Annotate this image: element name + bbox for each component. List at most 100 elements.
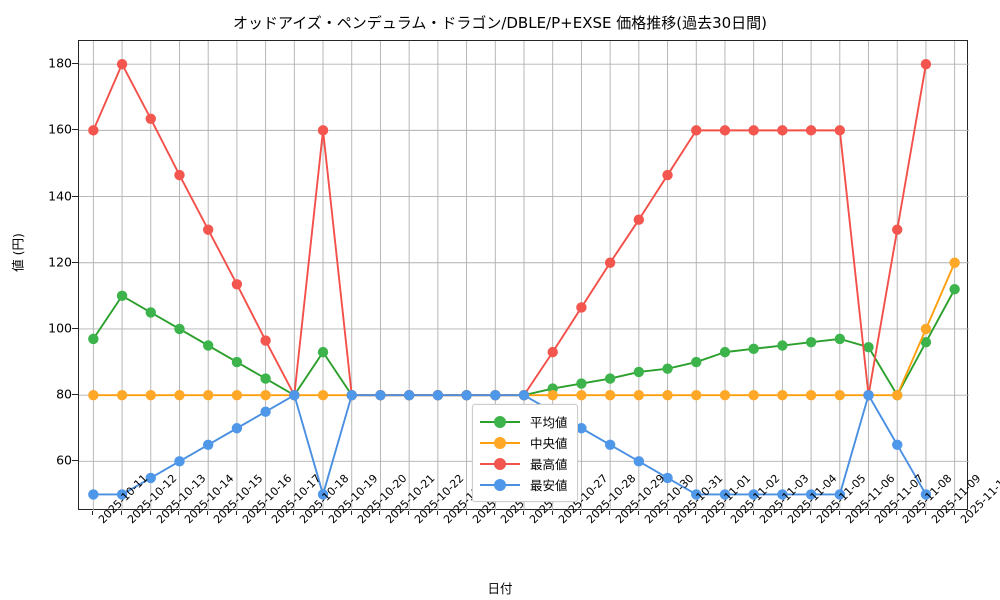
data-point[interactable] <box>834 333 846 345</box>
data-point[interactable] <box>145 389 156 401</box>
data-point[interactable] <box>202 340 214 351</box>
data-point[interactable] <box>576 302 587 313</box>
data-point[interactable] <box>174 456 185 467</box>
legend-item-1[interactable]: 中央値 <box>480 432 568 453</box>
data-point[interactable] <box>116 489 128 500</box>
data-point[interactable] <box>892 224 903 235</box>
data-point[interactable] <box>691 356 702 368</box>
data-point[interactable] <box>805 489 817 500</box>
data-point[interactable] <box>604 257 616 268</box>
data-point[interactable] <box>317 489 329 500</box>
data-point[interactable] <box>719 389 731 401</box>
data-point[interactable] <box>260 373 271 384</box>
data-point[interactable] <box>662 389 673 401</box>
data-point[interactable] <box>748 343 759 355</box>
data-point[interactable] <box>920 58 932 70</box>
data-point[interactable] <box>777 489 788 500</box>
data-point[interactable] <box>432 389 444 401</box>
data-point[interactable] <box>88 389 99 401</box>
y-axis-tick: 160 <box>48 121 72 137</box>
data-point[interactable] <box>88 125 99 136</box>
data-point[interactable] <box>202 389 214 401</box>
data-point[interactable] <box>231 423 243 434</box>
data-point[interactable] <box>231 279 243 290</box>
data-point[interactable] <box>260 406 271 417</box>
data-point[interactable] <box>777 340 788 351</box>
data-point[interactable] <box>719 125 731 136</box>
data-point[interactable] <box>691 389 702 401</box>
data-point[interactable] <box>202 224 214 235</box>
legend-item-2[interactable]: 最高値 <box>480 453 568 474</box>
data-point[interactable] <box>576 423 587 434</box>
data-point[interactable] <box>719 489 731 500</box>
data-point[interactable] <box>231 389 243 401</box>
data-point[interactable] <box>633 389 645 401</box>
data-point[interactable] <box>805 389 817 401</box>
data-point[interactable] <box>633 366 645 378</box>
data-point[interactable] <box>576 389 587 401</box>
data-point[interactable] <box>547 346 558 358</box>
x-axis-tick-mark <box>867 511 869 515</box>
data-point[interactable] <box>691 489 702 500</box>
data-point[interactable] <box>145 307 156 318</box>
data-point[interactable] <box>834 389 846 401</box>
data-point[interactable] <box>748 389 759 401</box>
data-point[interactable] <box>604 389 616 401</box>
data-point[interactable] <box>863 389 874 401</box>
data-point[interactable] <box>777 125 788 136</box>
data-point[interactable] <box>116 389 128 401</box>
data-point[interactable] <box>346 389 357 401</box>
data-point[interactable] <box>949 257 960 268</box>
data-point[interactable] <box>174 389 185 401</box>
data-point[interactable] <box>920 336 932 348</box>
data-point[interactable] <box>145 472 156 484</box>
data-point[interactable] <box>174 169 185 181</box>
data-point[interactable] <box>116 58 128 70</box>
data-point[interactable] <box>719 346 731 358</box>
data-point[interactable] <box>88 333 99 345</box>
data-point[interactable] <box>116 290 128 302</box>
data-point[interactable] <box>691 125 702 136</box>
data-point[interactable] <box>604 439 616 451</box>
data-point[interactable] <box>490 389 501 401</box>
data-point[interactable] <box>604 373 616 384</box>
data-point[interactable] <box>231 356 243 368</box>
data-point[interactable] <box>662 363 673 374</box>
data-point[interactable] <box>633 456 645 467</box>
data-point[interactable] <box>920 489 932 500</box>
data-point[interactable] <box>805 336 817 348</box>
data-point[interactable] <box>892 389 903 401</box>
data-point[interactable] <box>748 489 759 500</box>
data-point[interactable] <box>547 389 558 401</box>
data-point[interactable] <box>834 489 846 500</box>
data-point[interactable] <box>662 472 673 484</box>
data-point[interactable] <box>202 439 214 451</box>
data-point[interactable] <box>576 378 587 389</box>
data-point[interactable] <box>317 346 329 358</box>
data-point[interactable] <box>633 214 645 225</box>
data-point[interactable] <box>461 389 472 401</box>
data-point[interactable] <box>375 389 386 401</box>
data-point[interactable] <box>145 113 156 124</box>
data-point[interactable] <box>920 323 932 335</box>
legend-item-0[interactable]: 平均値 <box>480 411 568 432</box>
data-point[interactable] <box>260 335 271 346</box>
data-point[interactable] <box>949 284 960 295</box>
data-point[interactable] <box>662 169 673 181</box>
data-point[interactable] <box>892 439 903 451</box>
x-axis-tick: 2025-10-18 <box>297 472 351 526</box>
legend-item-3[interactable]: 最安値 <box>480 474 568 495</box>
data-point[interactable] <box>260 389 271 401</box>
data-point[interactable] <box>317 389 329 401</box>
data-point[interactable] <box>88 489 99 500</box>
data-point[interactable] <box>777 389 788 401</box>
data-point[interactable] <box>748 125 759 136</box>
data-point[interactable] <box>403 389 415 401</box>
data-point[interactable] <box>317 125 329 136</box>
data-point[interactable] <box>805 125 817 136</box>
data-point[interactable] <box>518 389 530 401</box>
data-point[interactable] <box>174 323 185 335</box>
data-point[interactable] <box>834 125 846 136</box>
data-point[interactable] <box>289 389 300 401</box>
data-point[interactable] <box>863 341 874 353</box>
